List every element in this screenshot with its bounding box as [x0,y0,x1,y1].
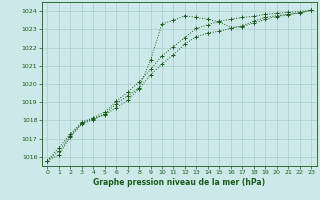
X-axis label: Graphe pression niveau de la mer (hPa): Graphe pression niveau de la mer (hPa) [93,178,265,187]
